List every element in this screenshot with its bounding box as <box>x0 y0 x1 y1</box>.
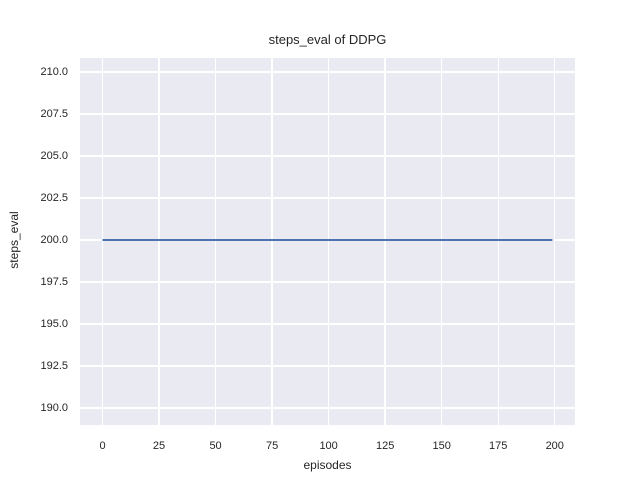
gridline-vertical <box>101 58 104 425</box>
y-tick-label: 200.0 <box>40 233 68 246</box>
chart-title: steps_eval of DDPG <box>268 32 387 47</box>
gridline-vertical <box>327 58 330 425</box>
gridline-horizontal <box>80 113 575 115</box>
y-tick-label: 207.5 <box>40 107 68 120</box>
plot-area <box>80 58 575 425</box>
gridline-vertical <box>554 58 556 425</box>
gridline-horizontal <box>80 71 575 73</box>
x-axis-label: episodes <box>303 458 352 472</box>
x-tick-label: 50 <box>209 440 222 452</box>
gridline-horizontal <box>80 281 575 283</box>
gridline-horizontal <box>80 323 575 325</box>
y-tick-label: 210.0 <box>40 65 68 78</box>
x-tick-label: 75 <box>265 440 279 452</box>
y-tick-label: 195.0 <box>40 318 68 330</box>
data-layer <box>102 239 553 241</box>
x-tick-label: 175 <box>489 440 508 452</box>
x-tick-label: 100 <box>319 440 338 452</box>
gridline-vertical <box>384 58 386 425</box>
x-tick-label: 150 <box>432 440 451 452</box>
gridline-horizontal <box>80 155 575 157</box>
y-tick-label: 192.5 <box>40 360 68 373</box>
gridline-vertical <box>158 58 160 425</box>
x-tick-label: 125 <box>375 440 395 452</box>
gridline-horizontal <box>80 197 575 199</box>
gridline-horizontal <box>80 407 575 409</box>
x-tick-label: 200 <box>545 440 564 452</box>
y-tick-label: 202.5 <box>40 191 68 204</box>
gridline-vertical <box>497 58 499 425</box>
y-tick-label: 190.0 <box>40 402 68 415</box>
gridline-vertical <box>271 58 273 425</box>
y-tick-label: 205.0 <box>40 149 68 162</box>
x-tick-label: 0 <box>99 440 106 452</box>
x-tick-label: 25 <box>152 440 166 452</box>
gridline-vertical <box>214 58 217 425</box>
gridline-horizontal <box>80 365 575 367</box>
gridline-vertical <box>440 58 443 425</box>
y-tick-label: 197.5 <box>40 275 68 288</box>
